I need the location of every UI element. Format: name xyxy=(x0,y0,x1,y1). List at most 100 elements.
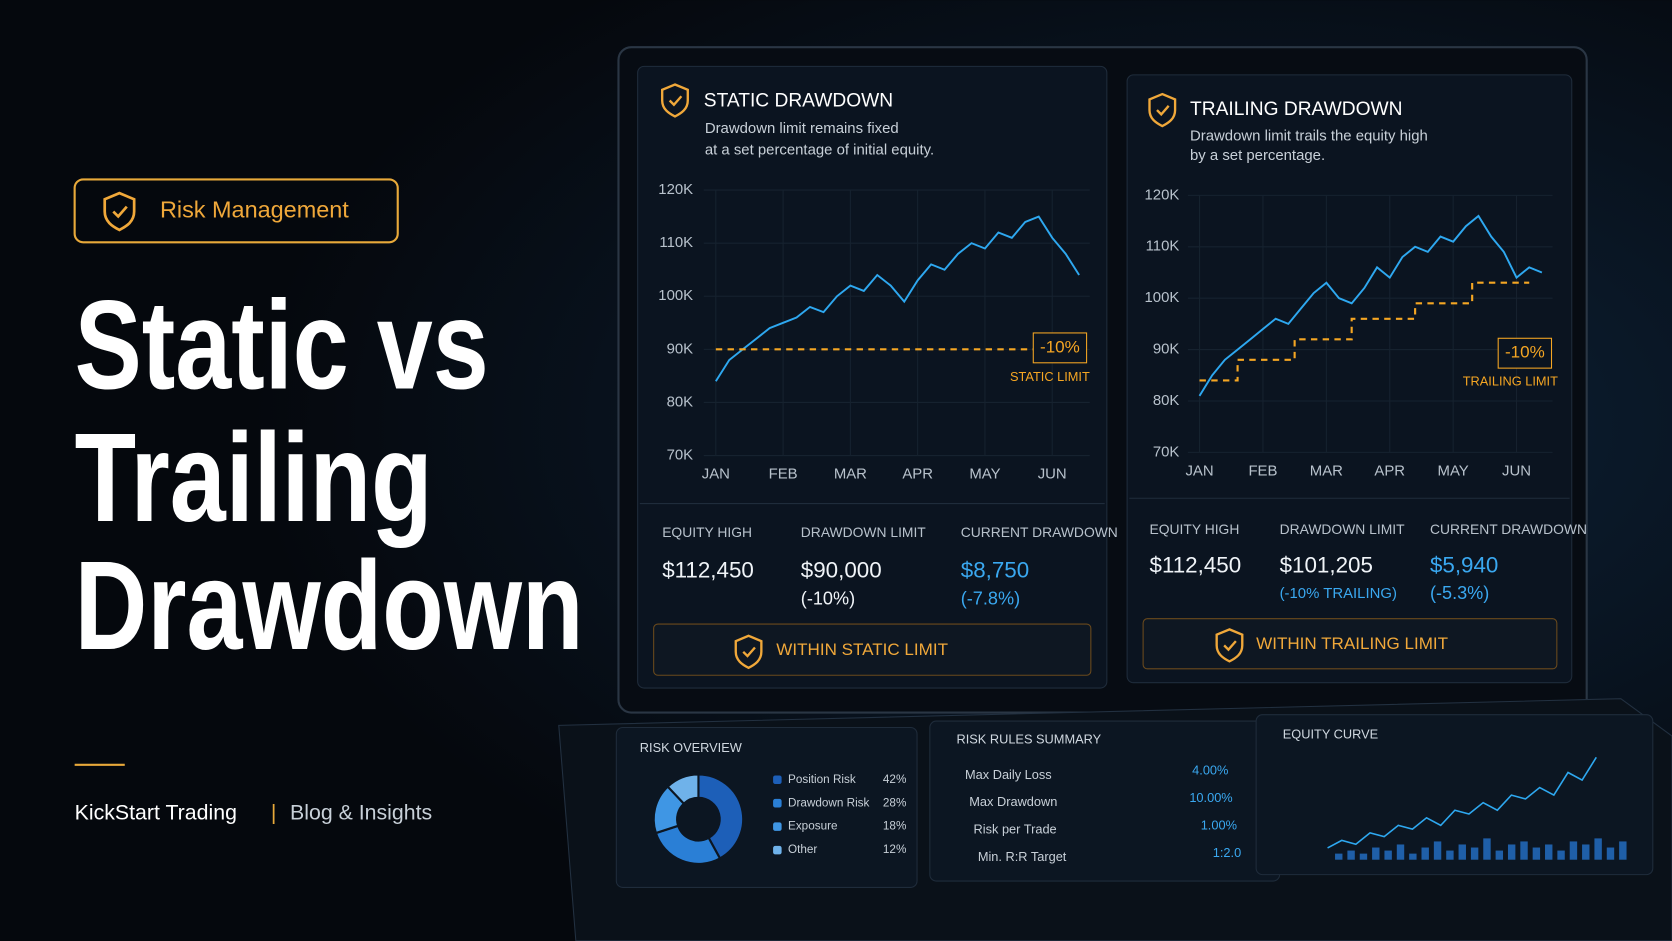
panel xyxy=(1126,74,1573,684)
legend-swatch xyxy=(773,845,782,855)
legend-value: 28% xyxy=(883,796,906,809)
y-tick-label: 100K xyxy=(658,287,693,304)
stat-note: (-7.8%) xyxy=(961,588,1020,608)
stat-label: DRAWDOWN LIMIT xyxy=(801,524,927,540)
legend-value: 12% xyxy=(883,843,906,856)
headline: Trailing xyxy=(75,408,433,548)
legend-swatch xyxy=(773,775,782,784)
panel xyxy=(637,65,1108,689)
panel-title: TRAILING DRAWDOWN xyxy=(1190,99,1402,120)
mini-bar xyxy=(1384,850,1392,860)
equity-line xyxy=(715,215,1080,382)
mini-bar xyxy=(1495,850,1504,860)
rule-value: 10.00% xyxy=(1189,790,1232,805)
y-tick-label: 90K xyxy=(667,340,694,357)
mini-bar xyxy=(1520,841,1528,860)
x-tick-label: FEB xyxy=(769,466,798,483)
y-tick-label: 100K xyxy=(1145,289,1180,306)
legend-value: 18% xyxy=(883,820,906,833)
donut-slice xyxy=(654,824,722,865)
stat-note: (-10%) xyxy=(801,588,855,608)
stat-value: $112,450 xyxy=(1150,552,1242,577)
x-tick-label: APR xyxy=(1374,463,1405,480)
mini-bar xyxy=(1569,841,1578,860)
rule-label: Risk per Trade xyxy=(974,822,1057,837)
separator: | xyxy=(271,800,277,824)
mini-bar xyxy=(1619,841,1627,860)
limit-line xyxy=(1199,281,1530,382)
headline-1: Static vs xyxy=(75,276,489,416)
mini-bar xyxy=(1347,850,1355,860)
brand: KickStart Trading xyxy=(75,800,237,824)
mini-bar xyxy=(1359,853,1368,860)
legend-swatch xyxy=(773,822,782,831)
panel-title: STATIC DRAWDOWN xyxy=(704,91,893,112)
y-tick-label: 120K xyxy=(658,181,693,198)
mini-bar xyxy=(1532,847,1541,860)
limit-badge-frame xyxy=(1497,337,1553,369)
rule-value: 1:2.0 xyxy=(1213,845,1241,860)
limit-label: STATIC LIMIT xyxy=(1010,369,1090,384)
headline: Drawdown xyxy=(75,536,584,676)
status-text: WITHIN TRAILING LIMIT xyxy=(1256,634,1449,653)
stat-note: (-5.3%) xyxy=(1430,583,1489,603)
stat-note: (-10% TRAILING) xyxy=(1280,585,1397,602)
x-tick-label: JAN xyxy=(1185,463,1213,480)
status-box xyxy=(1142,618,1558,670)
legend-label: Exposure xyxy=(788,820,838,833)
mini-bar xyxy=(1335,853,1343,860)
card-title: RISK RULES SUMMARY xyxy=(956,732,1101,747)
stat-label: DRAWDOWN LIMIT xyxy=(1280,521,1406,537)
legend-swatch xyxy=(773,798,782,808)
mini-bar xyxy=(1470,847,1479,860)
stat-label: CURRENT DRAWDOWN xyxy=(1430,521,1587,537)
status-text: WITHIN STATIC LIMIT xyxy=(776,640,948,659)
stat-label: EQUITY HIGH xyxy=(1150,521,1240,537)
panel-subtitle: Drawdown limit trails the equity high xyxy=(1190,128,1428,145)
mini-bar xyxy=(1433,841,1442,860)
limit-badge: -10% xyxy=(1505,343,1545,362)
headline-2: Trailing xyxy=(75,408,433,548)
legend-label: Drawdown Risk xyxy=(788,796,870,809)
x-tick-label: JUN xyxy=(1038,466,1067,483)
mini-bar xyxy=(1483,838,1491,860)
legend-label: Other xyxy=(788,843,817,856)
badge-frame xyxy=(73,178,399,244)
headline-3: Drawdown xyxy=(75,536,584,676)
badge-text: Risk Management xyxy=(160,197,349,223)
legend-label: Position Risk xyxy=(788,773,856,786)
mini-bar xyxy=(1606,847,1615,860)
mini-bar xyxy=(1446,850,1454,860)
y-tick-label: 120K xyxy=(1145,186,1180,203)
y-tick-label: 80K xyxy=(1153,392,1180,409)
rule-label: Min. R:R Target xyxy=(978,849,1067,864)
y-tick-label: 110K xyxy=(659,234,693,251)
mini-bar xyxy=(1421,847,1429,860)
stat-value: $90,000 xyxy=(801,558,882,583)
status-box xyxy=(653,623,1092,676)
y-tick-label: 90K xyxy=(1153,341,1180,358)
y-tick-label: 70K xyxy=(1153,443,1180,460)
stat-value: $101,205 xyxy=(1280,552,1373,577)
limit-label: TRAILING LIMIT xyxy=(1463,373,1558,388)
stat-label: EQUITY HIGH xyxy=(662,524,752,540)
x-tick-label: JAN xyxy=(702,466,730,483)
panel-subtitle: by a set percentage. xyxy=(1190,147,1325,164)
card-title: RISK OVERVIEW xyxy=(640,740,743,755)
mini-bar xyxy=(1594,838,1602,860)
mini-bar xyxy=(1458,844,1466,860)
panel-subtitle: at a set percentage of initial equity. xyxy=(705,142,934,159)
mini-bar xyxy=(1409,853,1417,860)
card-title: EQUITY CURVE xyxy=(1283,726,1378,741)
panel-subtitle: Drawdown limit remains fixed xyxy=(705,120,899,137)
card xyxy=(1255,714,1654,876)
stat-label: CURRENT DRAWDOWN xyxy=(961,524,1118,540)
headline: Static vs xyxy=(75,276,489,416)
x-tick-label: MAR xyxy=(834,466,867,483)
stat-value: $5,940 xyxy=(1430,552,1498,577)
section: Blog & Insights xyxy=(290,800,432,824)
donut-slice xyxy=(666,773,700,806)
y-tick-label: 70K xyxy=(667,447,694,464)
stat-value: $8,750 xyxy=(961,558,1029,583)
